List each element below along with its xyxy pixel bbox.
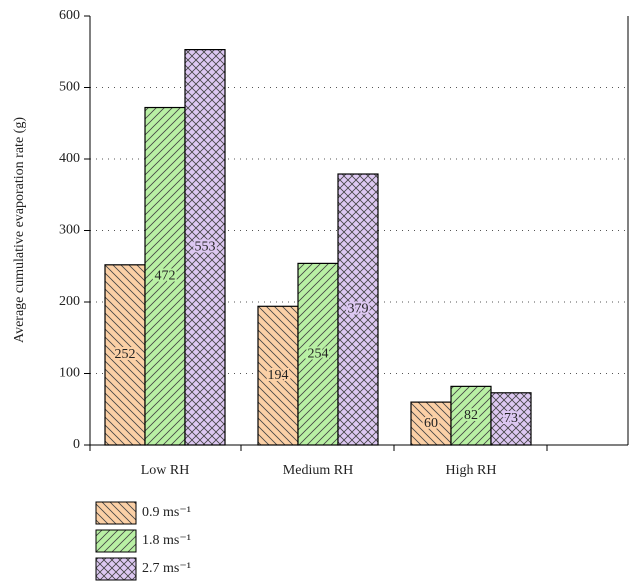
y-tick-label: 0 — [73, 437, 80, 452]
x-tick-label: High RH — [446, 463, 497, 478]
legend-swatch — [95, 529, 137, 553]
legend-label: 1.8 ms⁻¹ — [142, 533, 191, 548]
bar — [144, 106, 186, 446]
y-tick-label: 500 — [59, 80, 80, 95]
data-label: 379 — [348, 302, 369, 317]
legend-label: 2.7 ms⁻¹ — [142, 561, 191, 576]
x-tick-label: Medium RH — [283, 463, 353, 478]
bar — [184, 49, 226, 446]
data-label: 82 — [464, 408, 478, 423]
data-label: 194 — [268, 368, 289, 383]
bar — [257, 305, 299, 446]
bar — [337, 173, 379, 446]
data-label: 60 — [424, 416, 438, 431]
bar — [297, 262, 339, 446]
data-label: 73 — [504, 411, 518, 426]
legend-swatch — [95, 501, 137, 525]
data-label: 254 — [308, 346, 329, 361]
x-tick-label: Low RH — [141, 463, 190, 478]
legend-label: 0.9 ms⁻¹ — [142, 505, 191, 520]
data-label: 252 — [115, 347, 136, 362]
y-tick-label: 400 — [59, 151, 80, 166]
y-axis-title: Average cumulative evaporation rate (g) — [12, 117, 27, 343]
data-label: 472 — [155, 268, 176, 283]
y-tick-label: 100 — [59, 366, 80, 381]
data-label: 553 — [195, 240, 216, 255]
y-tick-label: 600 — [59, 8, 80, 23]
y-tick-label: 200 — [59, 294, 80, 309]
y-tick-label: 300 — [59, 223, 80, 238]
legend-swatch — [95, 557, 137, 581]
